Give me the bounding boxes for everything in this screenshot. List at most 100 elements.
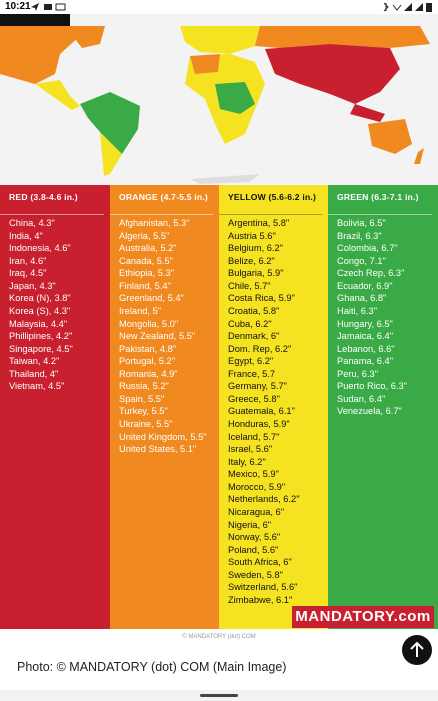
country-item: South Africa, 6" [228,557,292,568]
country-item: Indonesia, 4.6" [9,243,71,254]
country-item: Thailand, 4" [9,368,59,379]
country-item: Mongolia, 5.0" [119,318,179,329]
country-item: Bulgaria, 5.9" [228,268,284,279]
country-item: China, 4.3" [9,218,55,228]
country-item: Honduras, 5.9" [228,419,290,429]
column: YELLOW (5.6-6.2 in.) Argentina, 5.8" Austr… [219,185,328,629]
country-item: Korea (S), 4.3" [9,305,71,316]
country-item: Algeria, 5.5" [119,230,170,241]
country-item: Poland, 5.6" [228,544,279,555]
country-item: Japan, 4.3" [9,280,56,291]
home-handle [200,694,238,697]
country-item: Iceland, 5.7" [228,431,280,442]
country-item: India, 4" [9,230,43,241]
country-item: Peru, 6.3" [337,368,379,379]
caption: Photo: © MANDATORY (dot) COM (Main Image… [17,660,287,674]
columns: RED (3.8-4.6 in.) China, 4.3" India, 4" Ind… [0,185,438,629]
country-item: Belgium, 6.2" [228,243,283,254]
country-item: Ghana, 6.8" [337,293,387,304]
country-item: Jamaica, 6.4" [337,331,394,342]
country-item: Nigeria, 6" [228,519,272,530]
country-item: Australia, 5.2" [119,243,177,254]
column: ORANGE (4.7-5.5 in.) Afghanistan, 5.3" Alg… [110,185,219,629]
country-item: Iran, 4.6" [9,255,47,266]
country-item: Romania, 4.9" [119,368,178,379]
column: GREEN (6.3-7.1 in.) Bolivia, 6.5" Brazil, … [328,185,438,629]
arrow-up-icon [410,641,424,657]
country-item: Pakistan, 4.8" [119,343,177,354]
country-item: Ethiopia, 5.3" [119,268,174,279]
country-item: Germany, 5.7" [228,381,287,392]
country-item: Chile, 5.7" [228,280,271,291]
country-item: Ecuador, 6.9" [337,280,393,291]
country-item: Phillipines, 4.2" [9,331,73,342]
country-item: Nicaragua, 6" [228,506,285,517]
country-item: Sweden, 5.8" [228,569,283,580]
country-item: Iraq, 4.5" [9,268,47,279]
country-item: Dom. Rep, 6.2" [228,343,292,354]
country-item: Denmark, 6" [228,331,280,342]
country-item: Argentina, 5.8" [228,218,290,228]
country-item: United Kingdom, 5.5" [119,431,207,442]
clock: 10:21 [5,1,31,12]
country-item: Ukraine, 5.5" [119,419,173,429]
country-item: Colombia, 6.7" [337,243,398,254]
country-item: Croatia, 5.8" [228,305,280,316]
country-item: Haiti, 6.3" [337,305,377,316]
country-item: Mexico, 5.9" [228,469,279,480]
country-item: Taiwan, 4.2" [9,356,60,367]
column-header: RED (3.8-4.6 in.) [0,190,104,215]
country-item: Belize, 6.2" [228,255,275,266]
country-item: Morocco, 5.9" [228,481,286,492]
column-header: GREEN (6.3-7.1 in.) [328,190,432,215]
country-item: Italy, 6.2" [228,456,266,467]
country-item: Korea (N), 3.8" [9,293,71,304]
country-item: Switzerland, 5.6" [228,582,298,593]
country-item: Singapore, 4.5" [9,343,73,354]
country-item: Greenland, 5.4" [119,293,184,304]
nav-bar [0,690,438,701]
country-item: Finland, 5.4" [119,280,171,291]
country-item: Sudan, 6.4" [337,393,386,404]
country-item: Bolivia, 6.5" [337,218,386,228]
status-bar: 10:21 [0,0,438,14]
country-item: United States, 5.1" [119,444,197,455]
status-icons-right [383,2,432,12]
country-item: Czech Rep, 6.3" [337,268,405,279]
country-item: Russia, 5.2" [119,381,169,392]
column-header: ORANGE (4.7-5.5 in.) [110,190,213,215]
country-item: New Zealand, 5.5" [119,331,196,342]
world-map [0,14,438,185]
image-credit: © MANDATORY (dot) COM [182,634,256,640]
column-header: YELLOW (5.6-6.2 in.) [219,190,322,215]
country-item: Norway, 5.6" [228,532,281,543]
country-item: Ireland, 5" [119,305,162,316]
country-item: Venezuela, 6.7" [337,406,402,417]
country-item: Puerto Rico, 6.3" [337,381,407,392]
logo: MANDATORY.com [292,606,434,628]
country-item: Brazil, 6.3" [337,230,382,241]
country-item: Zimbabwe, 6.1" [228,594,293,605]
country-item: Guatemala, 6.1" [228,406,295,417]
country-item: Panama, 6.4" [337,356,394,367]
country-item: France, 5.7 [228,368,276,379]
country-item: Turkey, 5.5" [119,406,168,417]
country-item: Israel, 5.6" [228,444,273,455]
country-item: Hungary, 6.5" [337,318,393,329]
country-item: Congo, 7.1" [337,255,386,266]
country-item: Malaysia, 4.4" [9,318,68,329]
status-icons-left [31,3,66,11]
scroll-top-button[interactable] [402,635,432,665]
country-item: Lebanon, 6.6" [337,343,395,354]
country-item: Vietnam, 4.5" [9,381,65,392]
country-item: Spain, 5.5" [119,393,165,404]
country-item: Greece, 5.8" [228,393,280,404]
country-item: Canada, 5.5" [119,255,173,266]
column: RED (3.8-4.6 in.) China, 4.3" India, 4" Ind… [0,185,110,629]
country-item: Egypt, 6.2" [228,356,274,367]
country-item: Portugal, 5.2" [119,356,176,367]
country-item: Afghanistan, 5.3" [119,218,190,228]
country-item: Netherlands, 6.2" [228,494,300,505]
country-item: Cuba, 6.2" [228,318,272,329]
